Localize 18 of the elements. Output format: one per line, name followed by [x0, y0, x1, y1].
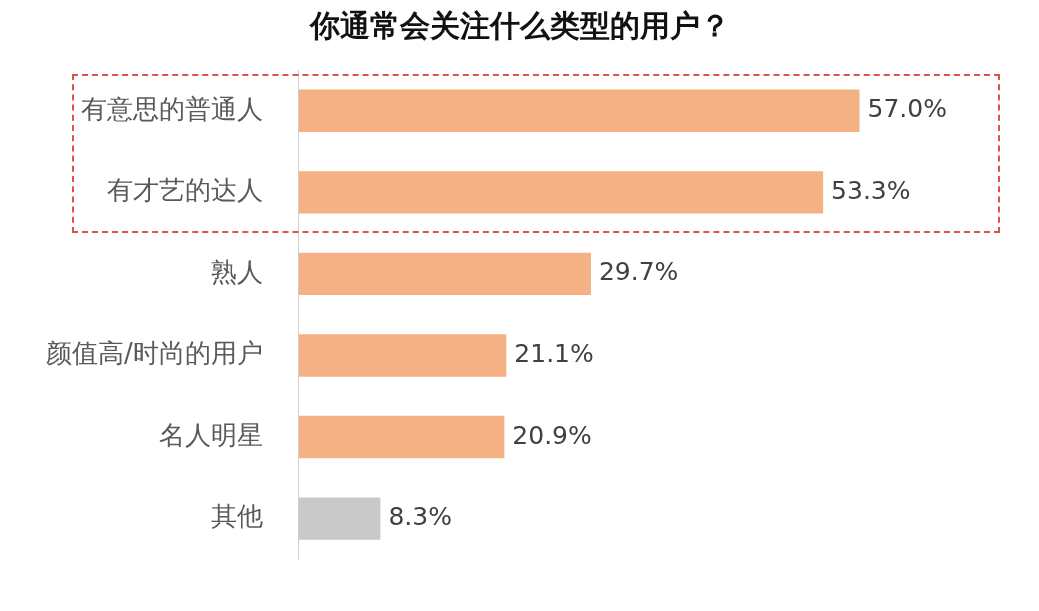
chart-title: 你通常会关注什么类型的用户？: [308, 7, 731, 45]
data-label: 57.0%: [867, 94, 947, 124]
data-label: 21.1%: [514, 338, 594, 368]
y-tick-label: 有意思的普通人: [80, 93, 263, 124]
y-tick-label: 颜值高/时尚的用户: [45, 338, 263, 369]
bar: [298, 415, 505, 459]
bar: [298, 334, 507, 377]
y-tick-label: 名人明星: [158, 419, 263, 450]
y-tick-label: 有才艺的达人: [106, 175, 263, 206]
data-label: 8.3%: [388, 502, 452, 532]
bar: [298, 171, 824, 214]
data-label: 29.7%: [598, 257, 679, 287]
bar: [298, 252, 591, 296]
data-label: 20.9%: [512, 420, 592, 450]
bar: [298, 89, 860, 132]
data-label: 53.3%: [831, 175, 911, 205]
y-tick-label: 熟人: [210, 256, 263, 287]
y-tick-label: 其他: [210, 501, 263, 532]
